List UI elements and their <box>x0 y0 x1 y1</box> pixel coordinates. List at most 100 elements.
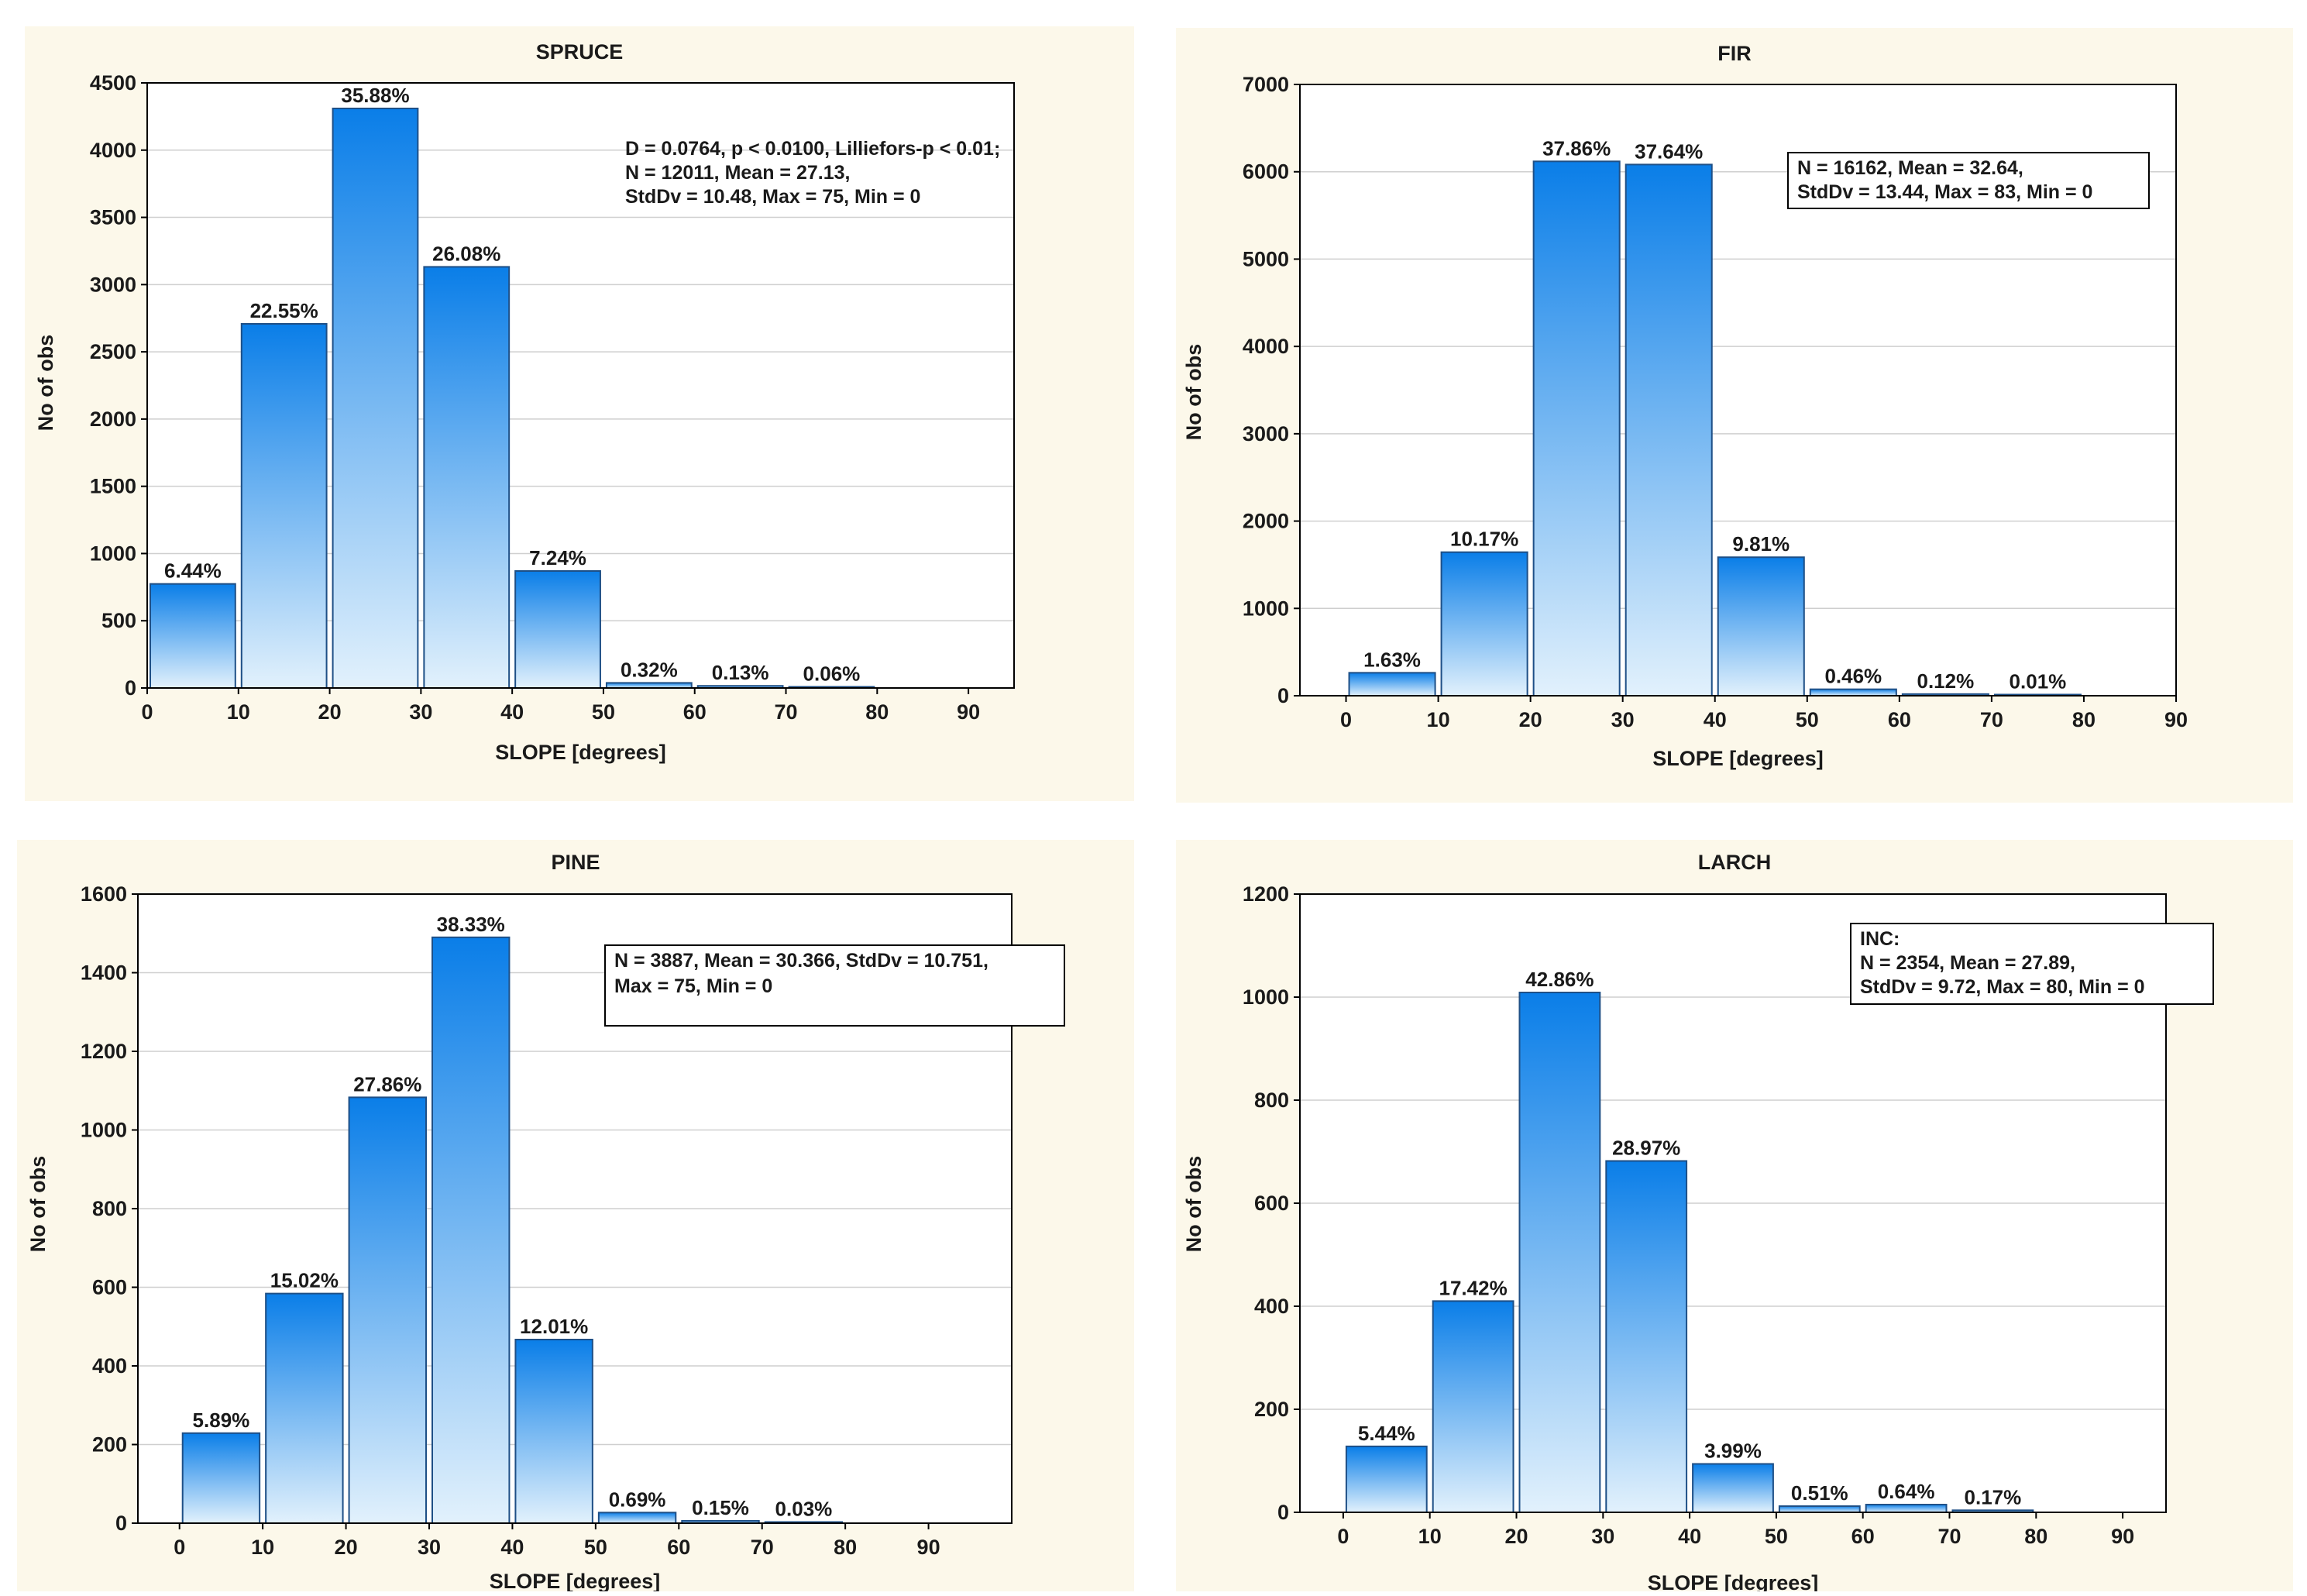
bar-label: 0.51% <box>1791 1481 1848 1505</box>
chart-svg-fir: FIR 0 1000 2000 3000 4000 5000 6000 7000 0 10 20 30 4… <box>1182 42 2188 770</box>
bar <box>1778 1505 1861 1514</box>
bar-label: 1.63% <box>1363 648 1421 671</box>
x-tick-label: 90 <box>2111 1525 2134 1548</box>
x-tick-label: 60 <box>667 1536 690 1559</box>
bar-label: 5.44% <box>1358 1422 1415 1445</box>
y-tick-label: 600 <box>92 1276 127 1299</box>
bar-label: 38.33% <box>437 913 505 936</box>
stats-text: D = 0.0764, p < 0.0100, Lilliefors-p < 0… <box>625 138 1000 160</box>
x-axis-label: SLOPE [degrees] <box>490 1570 661 1591</box>
bar-label: 7.24% <box>529 546 586 569</box>
y-tick-label: 1400 <box>81 961 127 985</box>
bar <box>150 583 236 690</box>
stats-text: Max = 75, Min = 0 <box>614 975 772 997</box>
stats-box <box>1850 923 2214 1005</box>
x-tick-label: 60 <box>1888 708 1911 731</box>
y-tick-label: 600 <box>1254 1192 1289 1215</box>
y-tick-label: 1200 <box>1243 882 1289 906</box>
y-tick-label: 0 <box>1277 684 1289 707</box>
x-tick-label: 90 <box>917 1536 940 1559</box>
chart-svg-spruce: SPRUCE0500100015002000250030003500400045… <box>34 40 1015 764</box>
chart-title: FIR <box>1717 42 1752 65</box>
bar <box>1605 1160 1688 1513</box>
y-axis-label: No of obs <box>26 1156 50 1252</box>
x-tick-label: 30 <box>1611 708 1635 731</box>
y-tick-label: 400 <box>92 1354 127 1378</box>
y-tick-label: 1000 <box>1243 985 1289 1009</box>
bar <box>597 1512 677 1524</box>
y-tick-label: 2000 <box>90 408 136 431</box>
x-tick-label: 60 <box>1851 1525 1875 1548</box>
stats-text: N = 12011, Mean = 27.13, <box>625 162 850 184</box>
stats-text: StdDv = 13.44, Max = 83, Min = 0 <box>1797 181 2092 203</box>
bar-label: 0.32% <box>621 658 678 681</box>
plot-frame <box>1299 84 2177 697</box>
y-tick-label: 3500 <box>90 206 136 229</box>
y-tick-label: 800 <box>92 1197 127 1220</box>
y-tick-label: 1000 <box>1243 597 1289 620</box>
x-tick-label: 10 <box>227 700 250 724</box>
bar <box>1440 551 1528 697</box>
x-tick-label: 90 <box>2164 708 2188 731</box>
chart-title: LARCH <box>1698 851 1772 874</box>
bar-label: 0.46% <box>1824 665 1882 688</box>
bar-label: 9.81% <box>1732 532 1790 556</box>
x-tick-label: 10 <box>1418 1525 1442 1548</box>
stats-text: StdDv = 10.48, Max = 75, Min = 0 <box>625 186 920 208</box>
x-tick-label: 0 <box>1337 1525 1349 1548</box>
x-tick-label: 80 <box>865 700 889 724</box>
y-tick-label: 1600 <box>81 882 127 906</box>
bar <box>1518 992 1601 1513</box>
bar-label: 0.17% <box>1965 1485 2022 1508</box>
bar-label: 22.55% <box>250 299 318 322</box>
bar-label: 15.02% <box>270 1269 339 1292</box>
x-tick-label: 50 <box>1765 1525 1788 1548</box>
bar <box>514 570 601 689</box>
stats-text: N = 2354, Mean = 27.89, <box>1860 952 2075 974</box>
x-tick-label: 80 <box>834 1536 857 1559</box>
bar-label: 0.12% <box>1917 669 1975 693</box>
x-tick-label: 40 <box>500 700 524 724</box>
bar-label: 0.06% <box>803 662 861 686</box>
y-tick-label: 4000 <box>90 139 136 162</box>
y-tick-label: 2500 <box>90 340 136 363</box>
bar-label: 3.99% <box>1704 1439 1762 1462</box>
x-tick-label: 20 <box>1504 1525 1528 1548</box>
x-tick-label: 90 <box>957 700 980 724</box>
x-tick-label: 20 <box>318 700 342 724</box>
bar <box>514 1338 593 1524</box>
y-tick-label: 3000 <box>90 273 136 296</box>
y-tick-label: 0 <box>1277 1501 1289 1524</box>
y-tick-label: 0 <box>125 676 136 700</box>
y-tick-label: 1200 <box>81 1040 127 1063</box>
stats-text: INC: <box>1860 928 1900 950</box>
chart-panel-spruce: SPRUCE 0 500 1000 1500 2000 2500 3000 3500 4000 45… <box>25 26 1134 801</box>
x-tick-label: 40 <box>1678 1525 1701 1548</box>
y-tick-label: 1000 <box>90 542 136 565</box>
y-tick-label: 0 <box>115 1512 127 1535</box>
bar-label: 37.86% <box>1542 136 1611 160</box>
y-tick-label: 6000 <box>1243 160 1289 184</box>
bar <box>1432 1300 1515 1513</box>
chart-title: PINE <box>551 851 600 874</box>
y-tick-label: 4000 <box>1243 335 1289 358</box>
bar-label: 0.01% <box>2010 670 2067 693</box>
x-tick-label: 10 <box>251 1536 274 1559</box>
x-tick-label: 40 <box>1704 708 1727 731</box>
stats-box <box>604 944 1065 1027</box>
bar-label: 37.64% <box>1635 139 1703 163</box>
y-tick-label: 5000 <box>1243 247 1289 270</box>
bar <box>1625 163 1713 697</box>
x-tick-label: 30 <box>409 700 432 724</box>
plot-frame <box>146 82 1015 689</box>
chart-svg-pine: PINE 0 200 400 600 800 1000 1200 1400 1600 0 10 20 30… <box>26 851 1065 1591</box>
x-axis-label: SLOPE [degrees] <box>1652 747 1824 770</box>
plot-frame <box>137 893 1013 1524</box>
y-tick-label: 3000 <box>1243 422 1289 445</box>
x-axis-label: SLOPE [degrees] <box>495 741 666 764</box>
x-tick-label: 70 <box>1937 1525 1961 1548</box>
chart-title: SPRUCE <box>536 40 624 64</box>
x-tick-label: 30 <box>418 1536 441 1559</box>
bar-label: 35.88% <box>341 84 409 107</box>
x-tick-label: 70 <box>751 1536 774 1559</box>
